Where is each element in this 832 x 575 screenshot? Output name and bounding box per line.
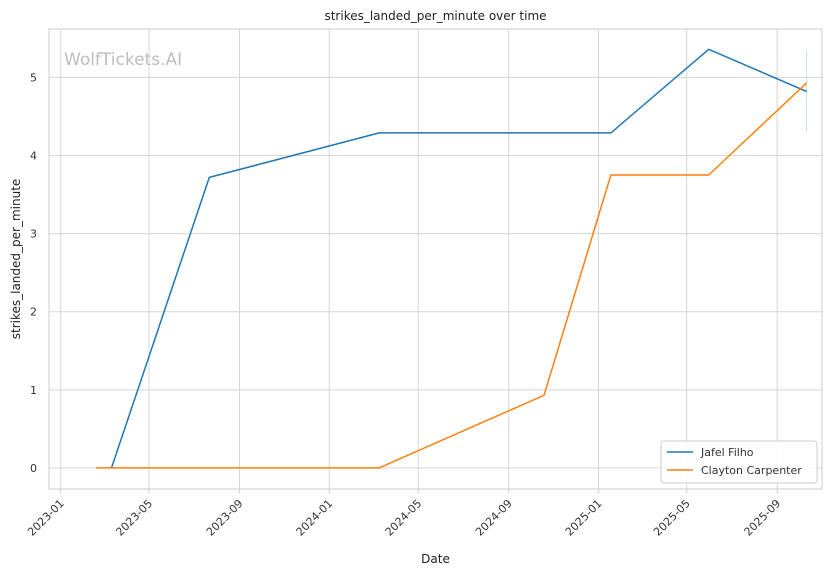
legend-label-1: Clayton Carpenter <box>701 464 802 477</box>
y-axis-label: strikes_landed_per_minute <box>9 179 23 340</box>
x-axis-label: Date <box>421 552 450 566</box>
legend-box <box>660 440 818 484</box>
y-tick-label: 3 <box>30 228 37 241</box>
y-tick-label: 2 <box>30 306 37 319</box>
y-tick-label: 1 <box>30 384 37 397</box>
legend: Jafel Filho Clayton Carpenter <box>660 440 818 484</box>
y-axis-ticks: 0 1 2 3 4 5 <box>30 71 37 474</box>
plot-frame <box>48 28 823 490</box>
y-tick-label: 5 <box>30 71 37 84</box>
series-layer <box>96 48 808 469</box>
chart-title: strikes_landed_per_minute over time <box>324 9 546 23</box>
y-tick-label: 4 <box>30 150 37 163</box>
watermark: WolfTickets.AI <box>64 50 182 70</box>
series-line-0 <box>110 48 807 469</box>
y-tick-label: 0 <box>30 462 37 475</box>
series-line-1 <box>96 82 808 469</box>
legend-label-0: Jafel Filho <box>700 446 754 459</box>
